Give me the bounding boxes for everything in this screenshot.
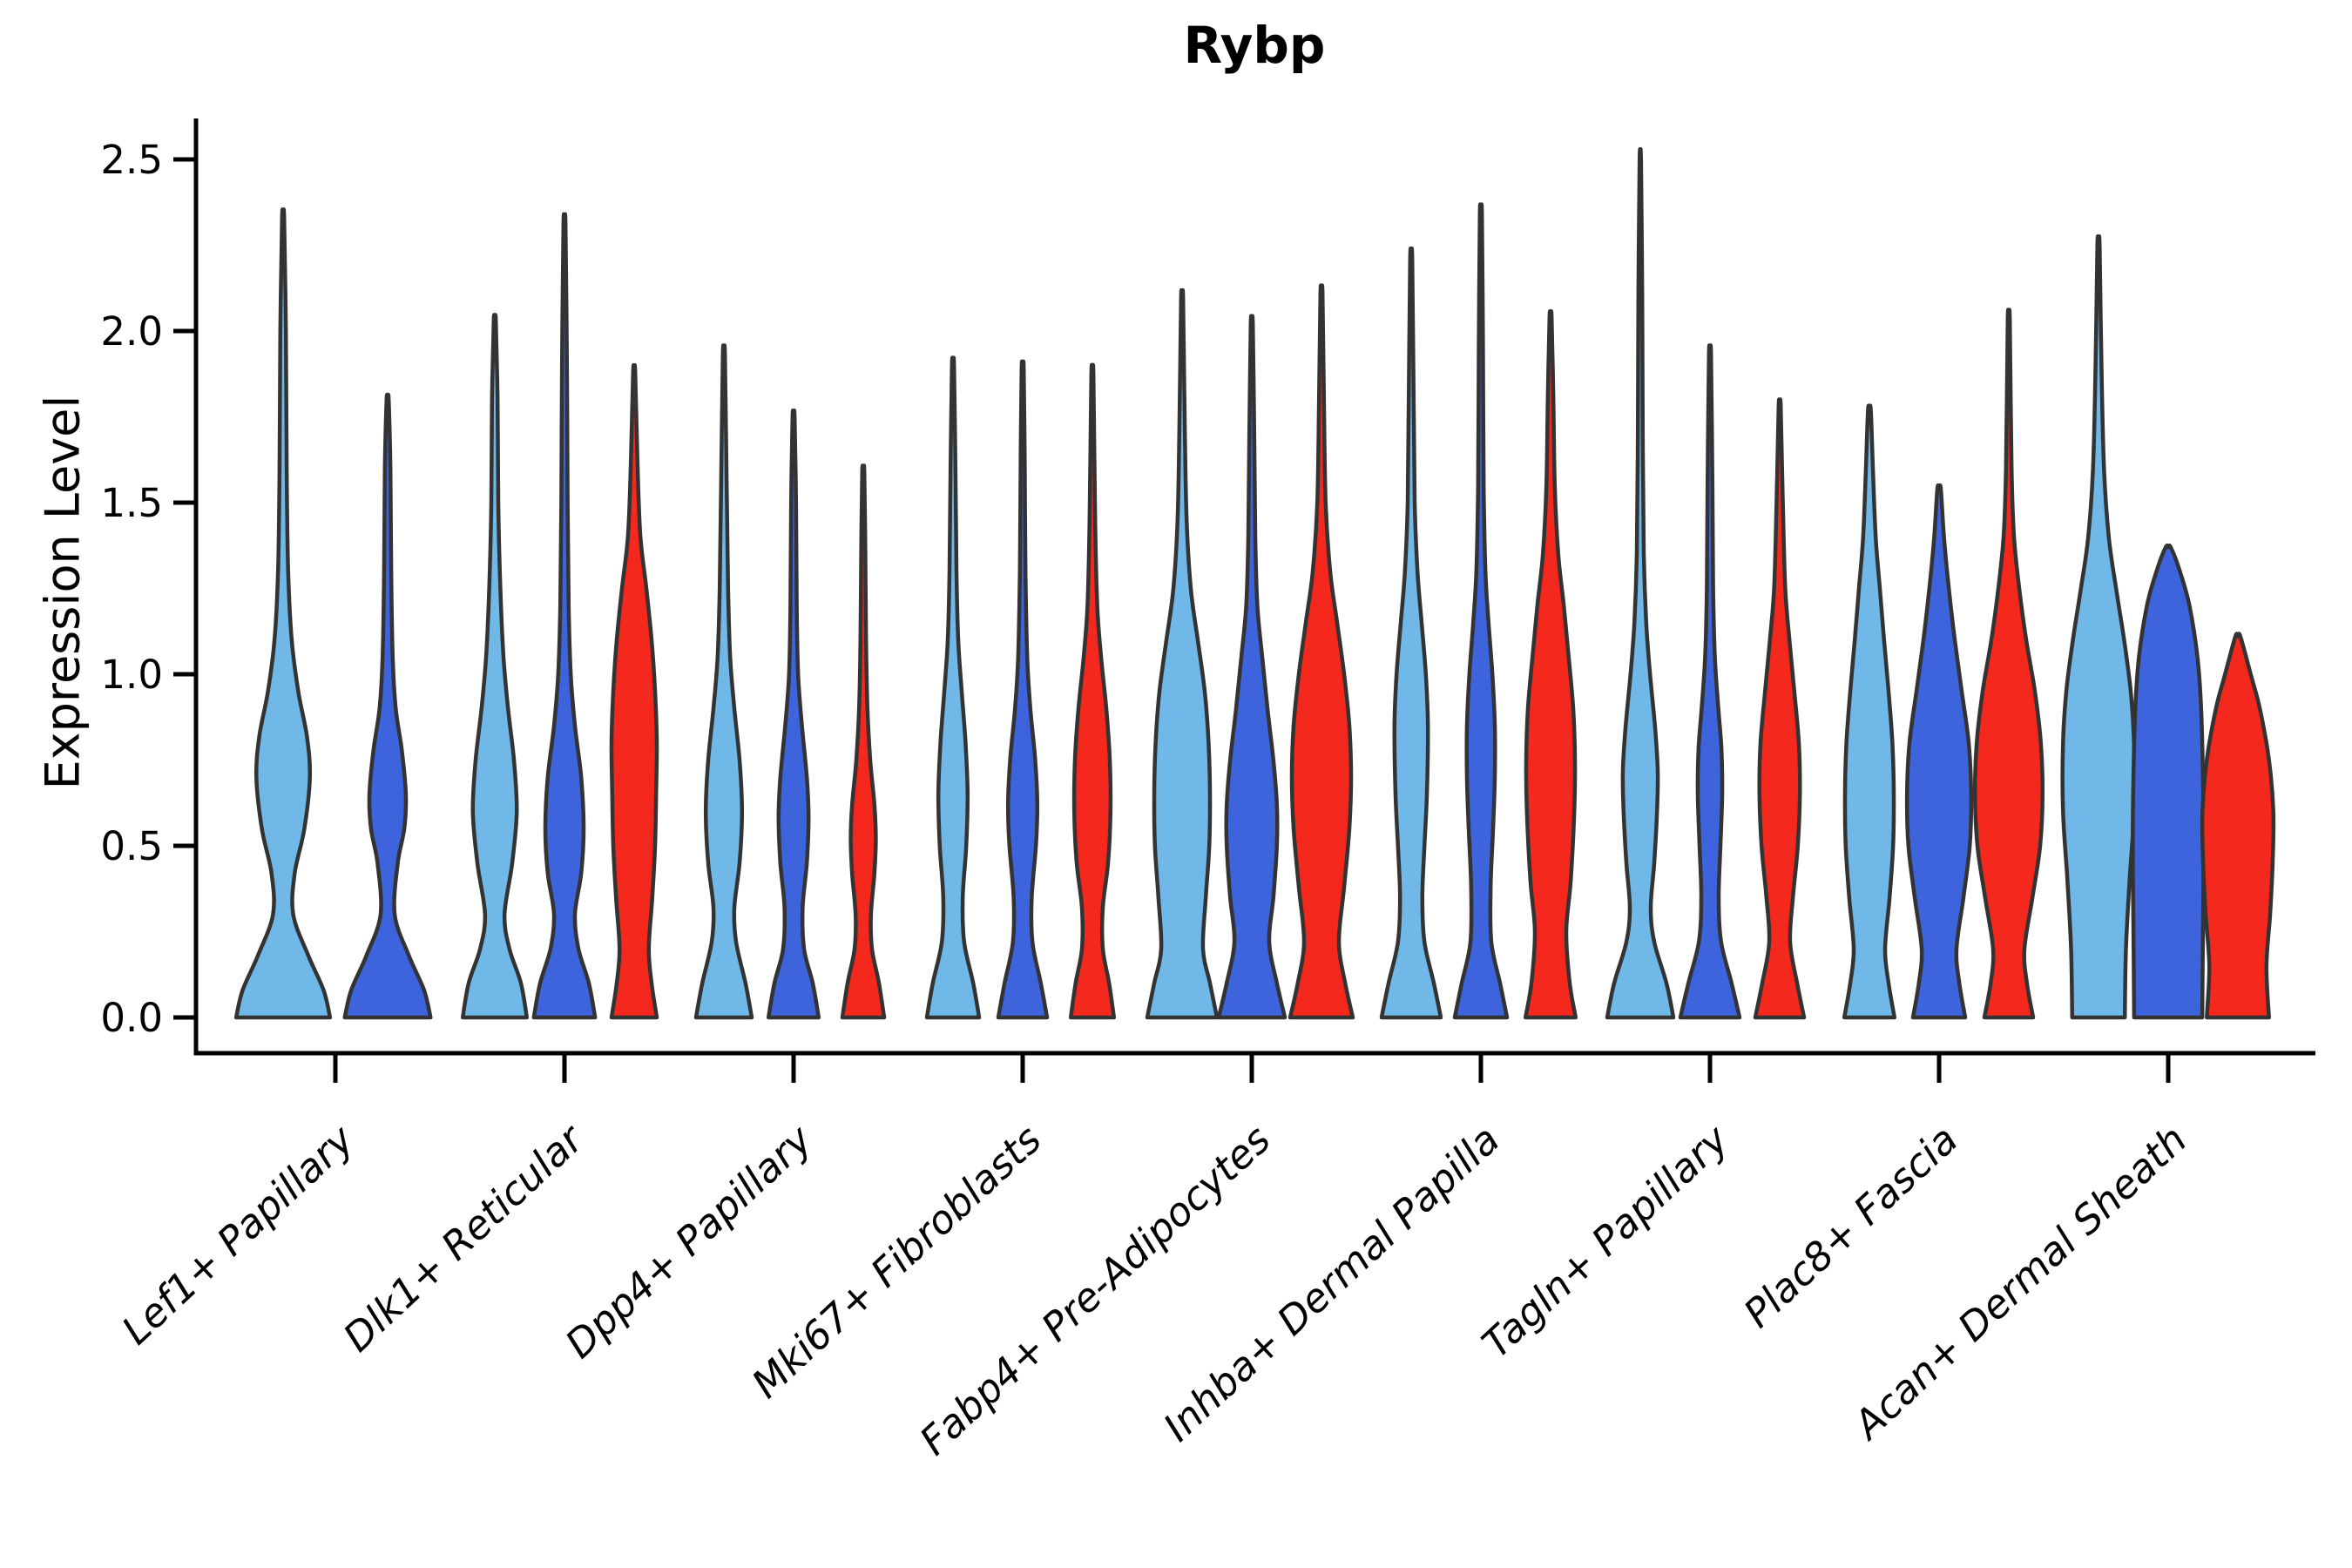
violin-dpp4-dark_blue xyxy=(766,409,821,1020)
violin-tagln-dark_blue xyxy=(1678,343,1742,1020)
violin-dlk1-dark_blue xyxy=(531,212,598,1020)
violin-fabp4-red xyxy=(1288,283,1355,1020)
violin-fabp4-light_blue xyxy=(1145,288,1220,1020)
violin-inhba-light_blue xyxy=(1379,247,1443,1020)
y-tick-label: 2.5 xyxy=(100,137,163,183)
violin-plac8-dark_blue xyxy=(1904,483,1974,1020)
y-tick-label: 1.5 xyxy=(100,480,163,526)
chart-title: Rybp xyxy=(1183,16,1326,75)
y-tick-label: 0.5 xyxy=(100,823,163,869)
x-category-label: Plac8+ Fascia xyxy=(1734,1116,1966,1336)
violin-lef1-light_blue xyxy=(233,207,333,1020)
violin-dlk1-light_blue xyxy=(460,313,530,1020)
violin-tagln-light_blue xyxy=(1605,147,1676,1020)
violin-dlk1-red xyxy=(609,362,659,1020)
violin-dpp4-light_blue xyxy=(693,343,754,1020)
violin-mki67-red xyxy=(1068,362,1117,1020)
x-category-label: Dpp4+ Papillary xyxy=(557,1115,822,1367)
y-tick-label: 2.0 xyxy=(100,308,163,355)
violin-acan-red xyxy=(2200,632,2276,1020)
violin-lef1-dark_blue xyxy=(342,392,433,1020)
violin-plac8-light_blue xyxy=(1842,403,1897,1020)
violin-plac8-red xyxy=(1972,308,2045,1020)
violin-inhba-red xyxy=(1523,309,1578,1020)
violin-fabp4-dark_blue xyxy=(1216,314,1288,1020)
violin-tagln-red xyxy=(1753,397,1807,1020)
violin-acan-light_blue xyxy=(2060,234,2137,1020)
violin-mki67-light_blue xyxy=(924,355,982,1020)
y-tick-label: 0.0 xyxy=(100,995,163,1041)
violin-dpp4-red xyxy=(840,463,887,1020)
x-category-label: Tagln+ Papillary xyxy=(1473,1115,1738,1367)
violin-inhba-dark_blue xyxy=(1452,202,1510,1020)
y-tick-label: 1.0 xyxy=(100,652,163,698)
x-category-label: Dlk1+ Reticular xyxy=(335,1115,593,1361)
x-category-label: Lef1+ Papillary xyxy=(113,1115,364,1353)
violin-mki67-dark_blue xyxy=(996,359,1050,1020)
violin-acan-dark_blue xyxy=(2131,543,2206,1020)
